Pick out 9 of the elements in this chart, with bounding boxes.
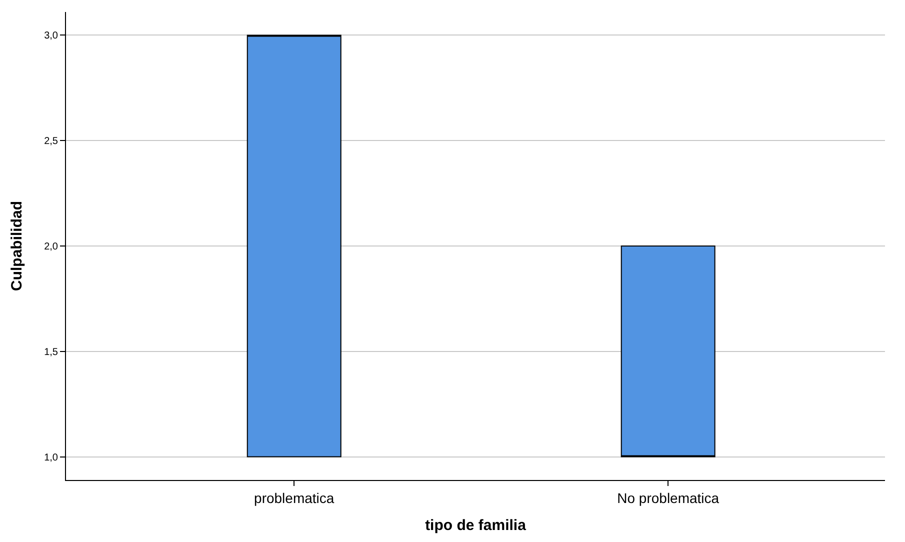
y-axis-title: Culpabilidad <box>8 201 26 291</box>
x-tick-label: problematica <box>254 490 334 506</box>
y-tick-label: 1,5 <box>44 346 58 358</box>
y-tick-label: 3,0 <box>44 30 58 42</box>
y-tick-label: 2,0 <box>44 242 58 252</box>
x-tick-label: No problematica <box>617 490 720 506</box>
y-tick-label: 1,0 <box>44 452 58 464</box>
y-tick-label: 2,5 <box>44 136 58 148</box>
x-axis-title: tipo de familia <box>425 516 527 534</box>
